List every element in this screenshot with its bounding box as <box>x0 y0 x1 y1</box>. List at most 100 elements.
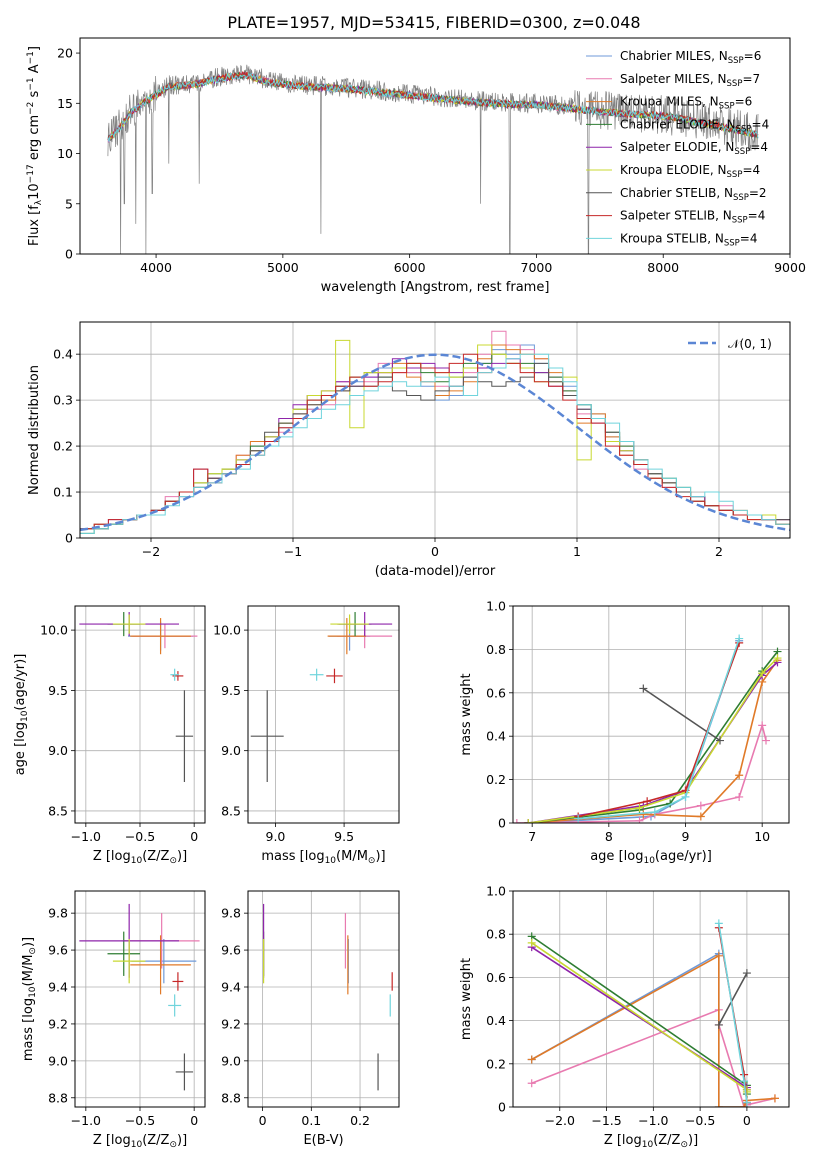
x-tick-label: 0 <box>259 1113 267 1128</box>
y-axis-label-mass_vs_Z: mass [log10(M/M⊙)] <box>21 937 38 1061</box>
axes-frame-weight_vs_Z <box>512 890 790 1108</box>
data-spectrum <box>107 64 759 254</box>
weight-marker <box>635 803 644 812</box>
y-tick-label: 9.0 <box>48 743 68 758</box>
weights-chabrier-miles <box>527 949 751 1107</box>
weight-marker <box>742 1087 751 1096</box>
y-tick-label: 9.6 <box>48 943 68 958</box>
errorbar-kroupa-elodie <box>112 939 146 984</box>
errorbar-kroupa-stelib <box>309 668 324 681</box>
y-tick-label: 0.4 <box>53 347 73 362</box>
axes-frame-age_vs_Z <box>74 605 206 824</box>
y-tick-label: 0.8 <box>486 642 506 657</box>
errorbar-chabrier-stelib <box>250 690 284 783</box>
legend-spectrum: Chabrier MILES, NSSP=6 Salpeter MILES, NS… <box>586 49 769 248</box>
x-tick-label: −0.5 <box>125 1113 155 1128</box>
y-tick-label: 9.6 <box>221 943 241 958</box>
y-axis-label-residuals: Normed distribution <box>27 365 42 495</box>
x-tick-label: −2 <box>142 544 160 559</box>
y-tick-label: 8.8 <box>48 1090 68 1105</box>
weight-marker <box>735 792 744 801</box>
legend-entry: Salpeter MILES, NSSP=7 <box>620 72 760 89</box>
panel-age_vs_Z: −1.0 −0.5 0 8.5 9.0 9.5 10.0 Z [log10(Z/Z⊙)] age… <box>13 605 206 866</box>
weight-marker <box>696 812 705 821</box>
errorbar-chabrier-elodie <box>107 931 140 976</box>
x-axis-label-weight_vs_Z: Z [log10(Z/Z⊙)] <box>604 1133 698 1150</box>
panel-weight_vs_Z: −2.0 −1.5 −1.0 −0.5 0 0 0.2 0.4 0.6 0.8 1.0 Z [log1… <box>459 884 790 1150</box>
plot-area-residuals <box>80 330 790 538</box>
weight-marker <box>527 1055 536 1064</box>
histogram-salpeter-stelib <box>80 353 790 538</box>
y-tick-label: 10 <box>57 146 73 161</box>
x-tick-label: 10 <box>754 829 770 844</box>
y-tick-label: 9.2 <box>221 1016 241 1031</box>
y-tick-label: 0.4 <box>486 729 506 744</box>
x-tick-label: 9000 <box>774 260 806 275</box>
panel-mass_vs_EBV: 0 0.1 0.2 8.8 9.0 9.2 9.4 9.6 9.8 E(B-V) <box>221 890 400 1148</box>
histogram-kroupa-stelib <box>80 353 790 538</box>
x-axis-label-age_vs_mass: mass [log10(M/M⊙)] <box>261 849 385 866</box>
y-tick-label: 9.8 <box>221 906 241 921</box>
y-tick-label: 9.5 <box>48 683 68 698</box>
errorbar-kroupa-miles <box>130 618 191 655</box>
x-tick-label: 9.0 <box>266 829 286 844</box>
axes-frame-mass_vs_EBV <box>247 890 400 1108</box>
x-tick-label: 0.2 <box>350 1113 370 1128</box>
weight-marker <box>770 1094 779 1103</box>
legend-entry: Kroupa MILES, NSSP=6 <box>620 95 752 112</box>
y-tick-label: 10.0 <box>40 623 68 638</box>
errorbar-salpeter-stelib <box>172 972 184 991</box>
weight-line <box>718 972 748 1026</box>
weights-chabrier-miles <box>524 636 744 823</box>
y-tick-label: 0.2 <box>486 1056 506 1071</box>
weight-marker <box>714 951 723 960</box>
weight-marker <box>740 1103 749 1107</box>
weights-salpeter-elodie <box>524 658 782 823</box>
errorbar-kroupa-stelib <box>168 994 182 1017</box>
errorbar-chabrier-stelib <box>175 690 194 783</box>
y-tick-label: 0 <box>498 816 506 831</box>
weights-chabrier-stelib <box>714 969 751 1029</box>
weight-marker <box>635 816 644 823</box>
weight-line <box>642 687 721 742</box>
y-tick-label: 8.8 <box>221 1090 241 1105</box>
y-axis-label-weight_vs_Z: mass weight <box>459 958 474 1040</box>
y-tick-label: 9.0 <box>48 1053 68 1068</box>
x-tick-label: 0 <box>190 829 198 844</box>
legend-normal-label: 𝒩(0, 1) <box>728 337 772 351</box>
y-tick-label: 20 <box>57 46 73 61</box>
errorbar-kroupa-elodie <box>112 614 146 634</box>
weight-marker <box>773 654 782 663</box>
weight-line <box>528 657 779 823</box>
x-axis-label-age_vs_Z: Z [log10(Z/Z⊙)] <box>93 849 187 866</box>
x-tick-label: 0 <box>190 1113 198 1128</box>
y-tick-label: 1.0 <box>486 884 506 899</box>
weight-line <box>531 954 776 1107</box>
weight-marker <box>650 808 659 817</box>
legend-entry: Salpeter STELIB, NSSP=4 <box>620 209 765 226</box>
y-axis-label-age_vs_Z: age [log10(age/yr)] <box>13 654 30 776</box>
errorbar-kroupa-elodie <box>330 614 369 634</box>
panel-mass_vs_Z: −1.0 −0.5 0 8.8 9.0 9.2 9.4 9.6 9.8 Z [log10(Z/Z⊙… <box>21 890 206 1150</box>
plot-area-age_vs_Z <box>79 612 198 783</box>
weight-line <box>578 638 740 820</box>
x-tick-label: 0.1 <box>301 1113 321 1128</box>
weights-chabrier-stelib <box>639 684 724 745</box>
weight-marker <box>714 1103 723 1107</box>
weight-line <box>528 659 779 823</box>
weight-marker <box>696 801 705 810</box>
weights-salpeter-miles <box>513 721 770 823</box>
weight-marker <box>639 684 648 693</box>
weight-marker <box>714 1020 723 1029</box>
x-tick-label: −0.5 <box>685 1113 715 1128</box>
weights-kroupa-stelib <box>574 634 744 823</box>
y-tick-label: 8.5 <box>48 803 68 818</box>
y-tick-label: 0 <box>498 1100 506 1115</box>
y-axis-label-spectrum: Flux [fλ10−17 erg cm−2 s−1 A−1] <box>26 46 44 246</box>
weight-marker <box>714 919 723 928</box>
y-tick-label: 9.2 <box>48 1016 68 1031</box>
axes-frame-spectrum <box>79 37 791 255</box>
y-tick-label: 15 <box>57 96 73 111</box>
y-tick-label: 0.8 <box>486 927 506 942</box>
